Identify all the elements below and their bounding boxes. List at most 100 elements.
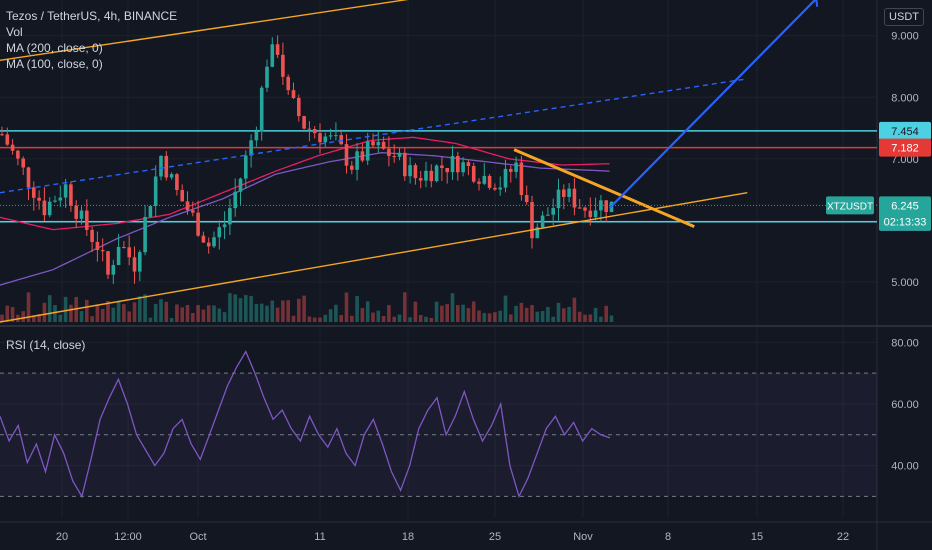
volume-bar <box>58 314 63 322</box>
candle-body <box>392 156 396 158</box>
rsi-line <box>0 350 611 499</box>
symbol-badge-bg <box>826 196 874 215</box>
candle-body <box>551 208 555 215</box>
volume-bar <box>381 316 386 322</box>
trendlines <box>0 0 819 323</box>
volume-bar <box>127 311 131 322</box>
time-tick-label: 8 <box>665 531 671 543</box>
candle-body <box>281 54 285 77</box>
legend-ma100[interactable]: MA (100, close, 0) <box>6 57 103 71</box>
candle-body <box>572 188 577 208</box>
volume-bar <box>403 292 407 322</box>
volume-bar <box>138 296 142 322</box>
candle-body <box>593 210 598 218</box>
candle-body <box>350 165 354 170</box>
volume-bar <box>201 309 206 322</box>
candle-body <box>95 241 100 250</box>
candle-body <box>440 165 444 168</box>
volume-bar <box>593 307 598 322</box>
candle-body <box>21 158 25 168</box>
price-tick-label: 5.000 <box>891 277 919 289</box>
time-tick-label: 25 <box>489 531 501 543</box>
volume-bar <box>106 300 110 322</box>
volume-bar <box>26 292 31 322</box>
candle-body <box>196 212 200 236</box>
volume-bar <box>498 310 502 322</box>
bar-countdown: 02:13:33 <box>884 216 927 228</box>
candle-body <box>297 98 301 117</box>
volume-bar <box>270 300 275 322</box>
candle-body <box>434 165 439 182</box>
volume-bar <box>175 304 179 322</box>
volume-bar <box>111 307 116 322</box>
candle-body <box>90 229 94 242</box>
volume-bar <box>21 311 25 322</box>
volume-bar <box>79 311 84 322</box>
candle-body <box>132 257 137 272</box>
candle-body <box>143 216 147 253</box>
candle-body <box>376 141 381 146</box>
legend-volume[interactable]: Vol <box>6 25 23 39</box>
candle-body <box>111 265 116 275</box>
volume-bar <box>424 316 428 322</box>
volume-bar <box>397 314 402 322</box>
volume-bar <box>583 314 587 322</box>
volume-bar <box>191 312 195 322</box>
candle-body <box>286 76 290 91</box>
volume-bar <box>440 305 444 322</box>
candle-body <box>217 227 222 238</box>
volume-bar <box>344 292 349 322</box>
volume-bar <box>286 300 290 322</box>
candle-body <box>275 44 280 55</box>
volume-bar <box>116 300 121 322</box>
candle-body <box>259 87 264 132</box>
candle-body <box>387 148 391 157</box>
candle-body <box>339 135 343 145</box>
volume-bar <box>95 304 100 322</box>
volume-bar <box>318 317 322 322</box>
candle-body <box>318 133 322 143</box>
volume-bar <box>408 317 412 322</box>
candle-body <box>116 246 121 266</box>
candle-body <box>74 205 78 219</box>
time-tick-label: 15 <box>751 531 763 543</box>
candle-body <box>540 215 545 228</box>
volume-bar <box>535 311 540 322</box>
candle-body <box>503 168 508 188</box>
volume-bar <box>334 304 338 322</box>
time-tick-label: 12:00 <box>114 531 142 543</box>
rsi-legend[interactable]: RSI (14, close) <box>6 338 86 352</box>
volume-bar <box>143 294 147 322</box>
volume-bar <box>122 304 126 322</box>
volume-bar <box>0 314 4 322</box>
symbol-title[interactable]: Tezos / TetherUS, 4h, BINANCE <box>6 9 178 23</box>
candle-body <box>424 170 428 181</box>
currency-button[interactable]: USDT <box>884 8 924 26</box>
candle-body <box>164 155 169 178</box>
volume-bar <box>153 303 158 322</box>
legend-ma200[interactable]: MA (200, close, 0) <box>6 41 103 55</box>
candle-body <box>42 200 47 216</box>
volume-bar <box>159 299 163 322</box>
volume-bar <box>355 296 359 322</box>
price-tick-label: 9.000 <box>891 31 919 43</box>
volume-bar <box>450 293 455 322</box>
candle-body <box>127 247 131 258</box>
candle-body <box>535 227 540 239</box>
volume-bar <box>350 315 354 322</box>
volume-bar <box>291 315 296 322</box>
volume-bar <box>164 301 169 322</box>
candle-body <box>228 208 232 225</box>
volume-bar <box>493 312 497 322</box>
candle-body <box>403 152 407 177</box>
candle-body <box>371 141 375 146</box>
time-tick-label: 22 <box>837 531 849 543</box>
volume-bar <box>482 313 487 322</box>
candle-body <box>169 174 174 178</box>
candle-body <box>509 168 513 172</box>
volume-bar <box>212 305 216 322</box>
candle-body <box>175 174 179 191</box>
volume-bar <box>297 298 301 322</box>
last-price-value: 6.245 <box>891 200 919 212</box>
